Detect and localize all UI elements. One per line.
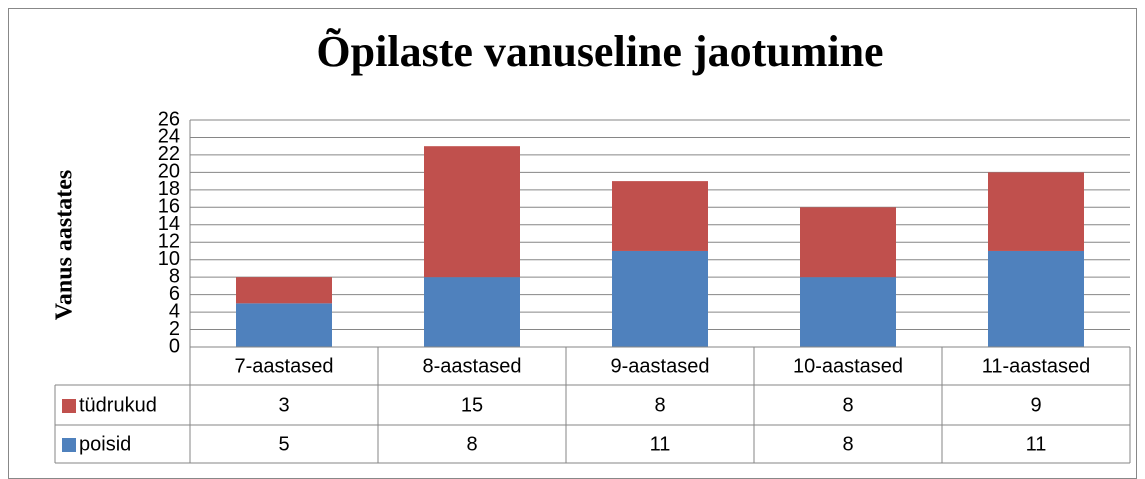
bar-segment — [236, 277, 332, 304]
y-tick-label: 8 — [169, 265, 180, 287]
bar-segment — [612, 250, 708, 347]
table-value: 11 — [650, 433, 671, 455]
legend-swatch — [62, 438, 76, 452]
bar-segment — [424, 277, 520, 347]
y-tick-label: 2 — [169, 318, 180, 340]
y-tick-label: 14 — [158, 213, 180, 235]
table-value: 8 — [842, 394, 853, 416]
y-tick-label: 4 — [169, 300, 180, 322]
legend-label: poisid — [79, 433, 131, 455]
y-axis-label: Vanus aastates — [52, 170, 78, 320]
bar-segment — [988, 172, 1084, 251]
bar-segment — [424, 146, 520, 278]
x-tick-label: 8-aastased — [423, 355, 522, 377]
y-tick-label: 16 — [158, 196, 180, 218]
table-value: 5 — [278, 433, 289, 455]
table-value: 8 — [466, 433, 477, 455]
bar-segment — [800, 207, 896, 278]
chart-border — [8, 8, 1137, 479]
x-tick-label: 10-aastased — [793, 355, 903, 377]
table-value: 8 — [654, 394, 665, 416]
table-value: 3 — [278, 394, 289, 416]
table-value: 11 — [1026, 433, 1047, 455]
y-tick-label: 12 — [158, 231, 180, 253]
table-value: 8 — [842, 433, 853, 455]
x-tick-label: 9-aastased — [611, 355, 710, 377]
y-tick-label: 10 — [158, 248, 180, 270]
table-value: 9 — [1030, 394, 1041, 416]
y-tick-label: 0 — [169, 335, 180, 357]
y-tick-label: 26 — [158, 108, 180, 130]
legend-swatch — [62, 399, 76, 413]
y-tick-label: 20 — [158, 161, 180, 183]
x-tick-label: 11-aastased — [982, 355, 1091, 377]
chart-title: Õpilaste vanuseline jaotumine — [316, 27, 883, 76]
table-value: 15 — [461, 394, 483, 416]
x-tick-label: 7-aastased — [235, 355, 334, 377]
y-tick-label: 6 — [169, 283, 180, 305]
y-tick-label: 22 — [158, 143, 180, 165]
legend-label: tüdrukud — [79, 394, 157, 416]
y-tick-label: 24 — [158, 126, 180, 148]
bar-segment — [612, 181, 708, 251]
bar-segment — [800, 277, 896, 347]
y-tick-label: 18 — [158, 178, 180, 200]
bar-segment — [988, 250, 1084, 347]
bar-segment — [236, 303, 332, 347]
